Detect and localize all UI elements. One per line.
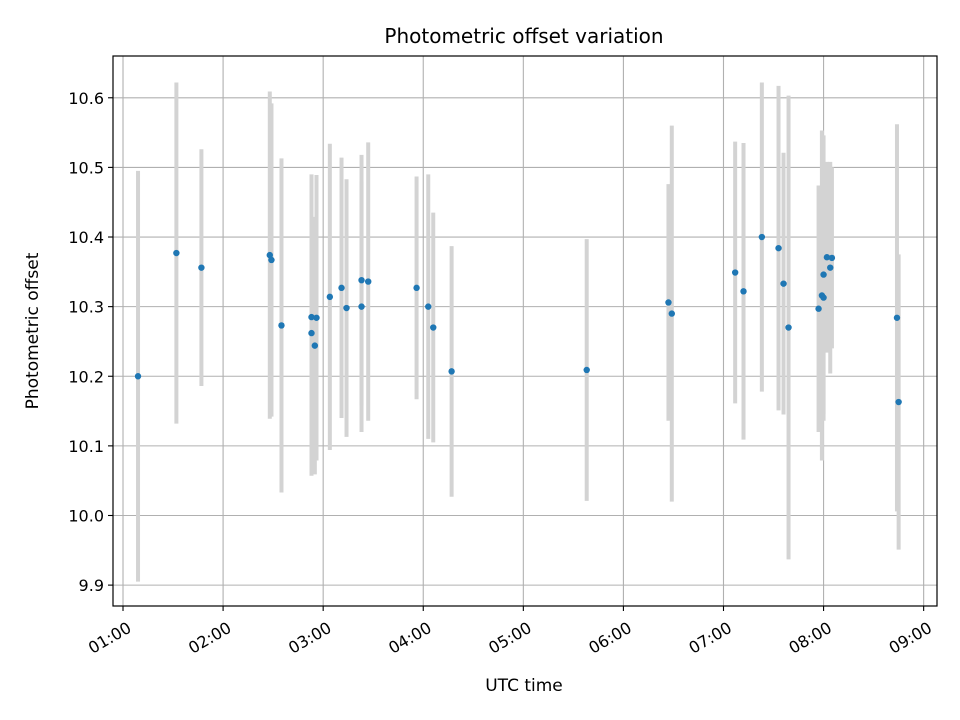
data-point: [311, 342, 319, 349]
data-point: [308, 313, 315, 321]
data-point: [775, 244, 782, 252]
data-point: [198, 264, 205, 271]
data-point: [820, 271, 827, 278]
x-tick-label: 08:00: [786, 618, 835, 658]
data-point: [785, 324, 792, 331]
y-axis-ticks: 9.9 10.0 10.1 10.2 10.3 10.4 10.5 10.6: [68, 89, 113, 595]
y-tick-label: 9.9: [79, 576, 104, 595]
data-point: [266, 251, 273, 259]
error-bars: [136, 82, 901, 582]
y-tick-label: 10.3: [68, 298, 104, 317]
data-point: [895, 398, 902, 406]
x-axis-label: UTC time: [485, 676, 563, 696]
data-point: [326, 293, 334, 301]
data-point: [313, 314, 320, 321]
y-tick-label: 10.0: [68, 506, 104, 525]
x-tick-label: 03:00: [285, 618, 334, 658]
data-point: [413, 284, 420, 292]
y-tick-label: 10.5: [68, 158, 104, 177]
data-point: [731, 269, 739, 276]
x-tick-label: 07:00: [685, 618, 734, 658]
data-point: [173, 249, 180, 257]
data-point: [583, 366, 590, 374]
plot-frame: [112, 55, 938, 607]
data-point: [134, 373, 142, 380]
data-point: [425, 303, 432, 310]
data-points: [134, 233, 902, 406]
data-point: [823, 254, 831, 261]
chart-title: Photometric offset variation: [384, 24, 663, 48]
data-point: [820, 294, 827, 301]
data-point: [828, 254, 836, 262]
y-axis-label: Photometric offset: [23, 252, 43, 409]
data-point: [343, 304, 350, 312]
data-point: [430, 324, 437, 331]
x-tick-label: 04:00: [385, 618, 434, 658]
y-tick-label: 10.6: [68, 89, 104, 108]
x-axis-ticks: 01:00 02:00 03:00 04:00 05:00 06:00 07:00 08:00…: [85, 606, 935, 658]
data-point: [668, 310, 675, 317]
x-tick-label: 06:00: [585, 618, 634, 658]
data-point: [308, 329, 315, 337]
x-tick-label: 09:00: [886, 618, 935, 658]
x-tick-label: 02:00: [185, 618, 234, 658]
y-tick-label: 10.1: [68, 437, 104, 456]
data-point: [827, 264, 834, 271]
data-point: [338, 284, 345, 292]
data-point: [358, 303, 365, 310]
data-point: [268, 256, 275, 264]
data-point: [448, 368, 455, 375]
data-point: [780, 280, 787, 287]
y-tick-label: 10.2: [68, 367, 104, 386]
data-point: [365, 278, 372, 285]
data-point: [758, 233, 766, 241]
data-point: [358, 276, 365, 284]
x-tick-label: 05:00: [485, 618, 534, 658]
data-point: [815, 305, 822, 312]
grid: [113, 56, 937, 606]
data-point: [893, 314, 901, 321]
y-tick-label: 10.4: [68, 228, 104, 247]
data-point: [278, 322, 285, 329]
data-point: [665, 299, 672, 306]
data-point: [740, 288, 747, 295]
x-tick-label: 01:00: [85, 618, 134, 658]
